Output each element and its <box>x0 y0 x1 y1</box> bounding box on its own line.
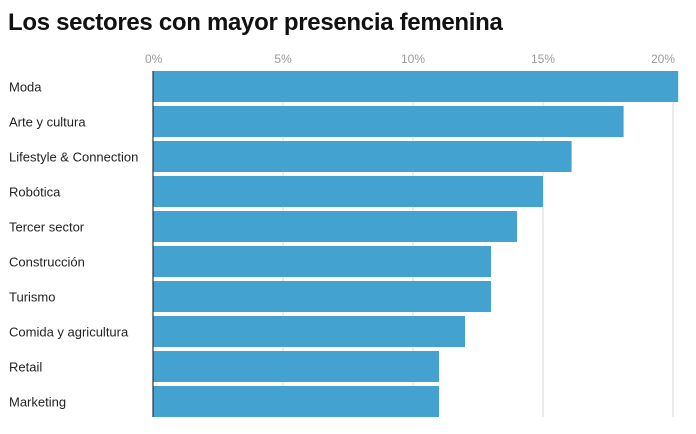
category-label: Retail <box>9 360 42 375</box>
category-label: Lifestyle & Connection <box>9 150 138 165</box>
x-tick-label: 15% <box>531 52 555 66</box>
bar <box>153 141 572 172</box>
bar <box>153 71 679 102</box>
bar <box>153 246 491 277</box>
bar <box>153 316 465 347</box>
chart-title: Los sectores con mayor presencia femenin… <box>8 9 503 36</box>
bar <box>153 386 439 417</box>
category-label: Turismo <box>9 290 55 305</box>
x-tick-label: 0% <box>145 52 163 66</box>
category-label: Comida y agricultura <box>9 325 129 340</box>
x-tick-label: 10% <box>401 52 425 66</box>
bar <box>153 106 624 137</box>
category-label: Marketing <box>9 395 66 410</box>
category-label: Arte y cultura <box>9 115 86 130</box>
category-label: Moda <box>9 80 42 95</box>
bar <box>153 281 491 312</box>
category-label: Tercer sector <box>9 220 85 235</box>
category-label: Construcción <box>9 255 85 270</box>
bar <box>153 211 517 242</box>
bar <box>153 176 543 207</box>
bar <box>153 351 439 382</box>
x-tick-label: 5% <box>274 52 292 66</box>
category-label: Robótica <box>9 185 61 200</box>
x-tick-label: 20% <box>651 52 675 66</box>
